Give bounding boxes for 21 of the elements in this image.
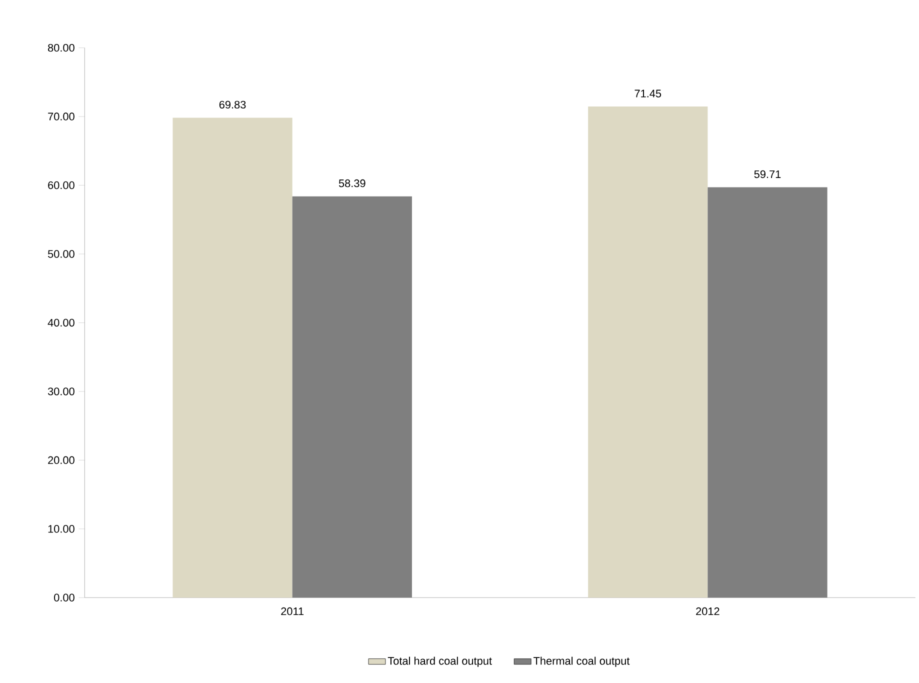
x-tick-label: 2012 xyxy=(696,607,720,616)
y-tick-label: 50.00 xyxy=(48,250,74,258)
data-label: 58.39 xyxy=(338,179,366,188)
bar xyxy=(588,106,708,598)
legend-label: Total hard coal output xyxy=(388,656,492,667)
bar xyxy=(708,187,828,598)
y-tick-label: 30.00 xyxy=(48,387,74,396)
bar xyxy=(292,196,412,598)
y-tick-label: 10.00 xyxy=(48,524,74,533)
y-tick-label: 60.00 xyxy=(48,181,74,189)
x-tick-label: 2011 xyxy=(281,607,304,616)
y-tick-label: 40.00 xyxy=(48,318,74,326)
y-tick-label: 20.00 xyxy=(48,456,74,464)
y-tick-label: 0.00 xyxy=(54,594,74,602)
data-label: 71.45 xyxy=(634,90,662,98)
y-tick-label: 80.00 xyxy=(48,44,74,52)
data-label: 69.83 xyxy=(219,100,246,108)
bar xyxy=(172,118,292,598)
legend-label: Thermal coal output xyxy=(533,656,630,667)
y-tick-label: 70.00 xyxy=(48,112,74,120)
data-label: 59.71 xyxy=(754,170,781,178)
